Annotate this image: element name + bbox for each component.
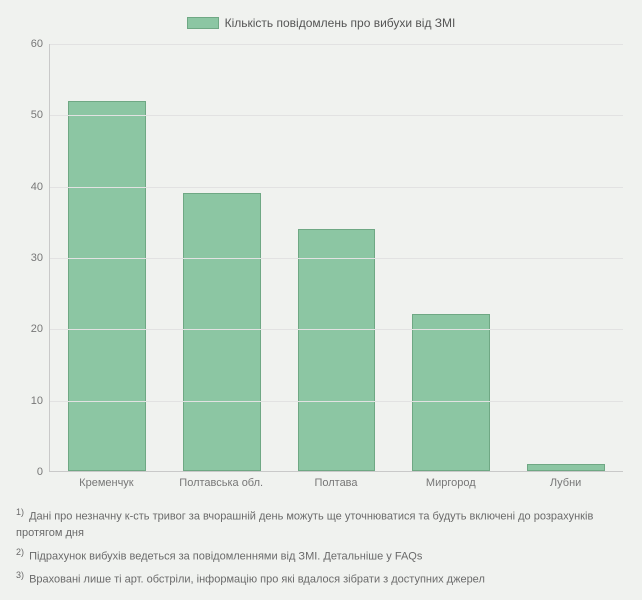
bar bbox=[527, 464, 605, 471]
footnote-text: Дані про незначну к-сть тривог за вчораш… bbox=[16, 511, 593, 540]
chart-area: 0102030405060КременчукПолтавська обл.Пол… bbox=[13, 44, 629, 494]
gridline bbox=[50, 187, 623, 188]
footnote-text: Підрахунок вибухів ведеться за повідомле… bbox=[26, 550, 422, 562]
legend-label: Кількість повідомлень про вибухи від ЗМІ bbox=[225, 16, 456, 30]
ytick-label: 40 bbox=[13, 181, 43, 193]
bar bbox=[298, 229, 376, 471]
ytick-label: 0 bbox=[13, 466, 43, 478]
gridline bbox=[50, 329, 623, 330]
gridline bbox=[50, 401, 623, 402]
gridline bbox=[50, 44, 623, 45]
xtick-label: Кременчук bbox=[49, 472, 164, 494]
footnote-num: 2) bbox=[16, 547, 24, 557]
ytick-label: 50 bbox=[13, 109, 43, 121]
footnotes: 1) Дані про незначну к-сть тривог за вчо… bbox=[10, 494, 632, 588]
ytick-label: 30 bbox=[13, 252, 43, 264]
ytick-label: 10 bbox=[13, 395, 43, 407]
footnote-text: Враховані лише ті арт. обстріли, інформа… bbox=[26, 573, 485, 585]
bar bbox=[68, 101, 146, 471]
footnote: 1) Дані про незначну к-сть тривог за вчо… bbox=[16, 506, 626, 542]
chart-container: Кількість повідомлень про вибухи від ЗМІ… bbox=[0, 0, 642, 600]
gridline bbox=[50, 258, 623, 259]
legend-swatch bbox=[187, 17, 219, 29]
gridline bbox=[50, 115, 623, 116]
legend: Кількість повідомлень про вибухи від ЗМІ bbox=[10, 10, 632, 44]
footnote: 2) Підрахунок вибухів ведеться за повідо… bbox=[16, 546, 626, 565]
xtick-label: Миргород bbox=[393, 472, 508, 494]
footnote-num: 3) bbox=[16, 570, 24, 580]
footnote: 3) Враховані лише ті арт. обстріли, інфо… bbox=[16, 569, 626, 588]
bar bbox=[412, 314, 490, 471]
footnote-num: 1) bbox=[16, 507, 24, 517]
ytick-label: 20 bbox=[13, 323, 43, 335]
ytick-label: 60 bbox=[13, 38, 43, 50]
xtick-label: Полтавська обл. bbox=[164, 472, 279, 494]
plot-region bbox=[49, 44, 623, 472]
xtick-label: Полтава bbox=[279, 472, 394, 494]
legend-item: Кількість повідомлень про вибухи від ЗМІ bbox=[187, 16, 456, 30]
xtick-label: Лубни bbox=[508, 472, 623, 494]
bar bbox=[183, 193, 261, 471]
